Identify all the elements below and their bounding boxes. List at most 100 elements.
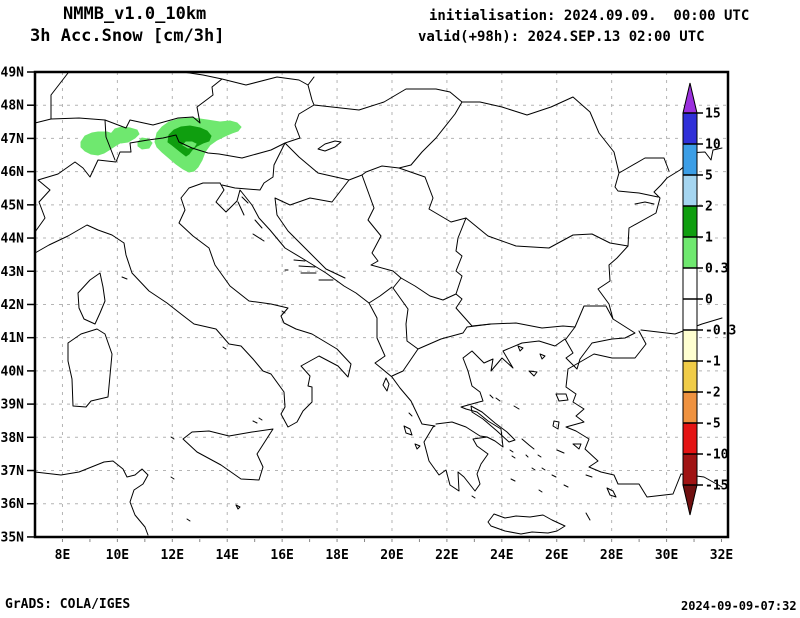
border-france-germany bbox=[50, 72, 69, 120]
lat-tick-label: 36N bbox=[1, 497, 25, 512]
danube-delta bbox=[634, 201, 655, 205]
island bbox=[237, 201, 245, 216]
colorbar-segment bbox=[682, 391, 698, 424]
lat-tick-label: 45N bbox=[1, 198, 25, 213]
lat-tick-label: 43N bbox=[1, 265, 25, 280]
island bbox=[254, 219, 263, 229]
island-limnos bbox=[528, 370, 538, 377]
border-danube-romania-bulgaria bbox=[398, 167, 629, 249]
island bbox=[121, 276, 128, 280]
colorbar-tick-label: -1 bbox=[705, 355, 721, 370]
grid-layer bbox=[35, 72, 728, 537]
lon-tick-label: 12E bbox=[161, 548, 184, 563]
island-samos bbox=[572, 443, 582, 450]
island bbox=[252, 233, 265, 242]
colorbar-tick-label: 10 bbox=[705, 138, 721, 153]
island bbox=[509, 449, 514, 453]
island bbox=[538, 489, 543, 493]
colorbar-tick-label: 0.3 bbox=[705, 262, 728, 277]
island bbox=[531, 467, 536, 471]
island-chios bbox=[552, 420, 560, 430]
island bbox=[170, 476, 175, 480]
border-germany-austria-czech bbox=[104, 76, 315, 129]
lat-tick-label: 48N bbox=[1, 99, 25, 114]
snow-area-1-2 bbox=[167, 125, 212, 157]
island-samothrace bbox=[539, 353, 546, 360]
colorbar-tick-label: -5 bbox=[705, 417, 721, 432]
coastline-north-africa bbox=[34, 460, 149, 536]
island bbox=[281, 310, 286, 314]
colorbar-segment bbox=[682, 267, 698, 300]
island bbox=[170, 436, 175, 440]
border-alps-chain bbox=[34, 134, 286, 233]
coastline-turkey-aegean bbox=[565, 330, 723, 498]
island-lesbos bbox=[555, 393, 569, 402]
island bbox=[222, 346, 227, 350]
island-sardinia bbox=[67, 328, 113, 408]
lon-tick-label: 32E bbox=[710, 548, 733, 563]
island-corsica bbox=[77, 272, 106, 325]
lon-tick-label: 26E bbox=[545, 548, 568, 563]
lon-tick-label: 14E bbox=[215, 548, 238, 563]
border-montenegro-albania bbox=[368, 286, 393, 304]
snow-area-0.3-1 bbox=[109, 126, 140, 144]
island bbox=[551, 474, 557, 478]
lat-tick-label: 42N bbox=[1, 298, 25, 313]
island-crete bbox=[487, 513, 566, 535]
colorbar-tick-label: 1 bbox=[705, 231, 713, 246]
island bbox=[513, 405, 520, 410]
axis-layer: 49N 48N 47N 46N 45N 44N 43N 42N 41N 40N 39N 38N 37N 3… bbox=[1, 66, 734, 564]
border-switzerland-north bbox=[34, 117, 116, 161]
basemap-layer bbox=[34, 71, 723, 536]
lat-tick-label: 44N bbox=[1, 232, 25, 247]
lon-tick-label: 10E bbox=[106, 548, 129, 563]
lat-tick-label: 39N bbox=[1, 398, 25, 413]
lon-tick-label: 28E bbox=[600, 548, 623, 563]
creation-timestamp: 2024-09-09-07:32 bbox=[681, 599, 797, 613]
island-corfu bbox=[382, 377, 390, 392]
colorbar-segment bbox=[682, 112, 698, 145]
border-slovenia-croatia bbox=[221, 142, 286, 191]
colorbar-tick-label: -0.3 bbox=[705, 324, 736, 339]
colorbar-arrow-bottom bbox=[682, 484, 698, 516]
island bbox=[556, 449, 565, 454]
island bbox=[563, 484, 569, 488]
colorbar-segment bbox=[682, 298, 698, 331]
lon-tick-label: 22E bbox=[435, 548, 458, 563]
island bbox=[241, 196, 249, 204]
island bbox=[471, 495, 476, 499]
border-serbia-macedonia bbox=[400, 277, 457, 301]
colorbar-tick-label: 15 bbox=[705, 107, 721, 122]
grads-credit: GrADS: COLA/IGES bbox=[5, 597, 131, 612]
lat-tick-label: 35N bbox=[1, 530, 25, 545]
island bbox=[408, 412, 413, 417]
border-slovakia-ukraine-romania bbox=[313, 88, 659, 198]
island bbox=[537, 454, 542, 458]
lat-tick-label: 47N bbox=[1, 132, 25, 147]
colorbar: 15 10 5 2 1 0.3 0 -0.3 -1 -2 -5 -10 -15 bbox=[682, 82, 736, 516]
island-rhodes bbox=[606, 487, 617, 498]
island bbox=[510, 478, 516, 482]
island-thasos bbox=[517, 345, 524, 352]
colorbar-segment bbox=[682, 174, 698, 207]
island bbox=[186, 518, 191, 522]
lake-balaton bbox=[317, 140, 342, 152]
init-time: initialisation: 2024.09.09. 00:00 UTC bbox=[429, 8, 750, 24]
island-euboea bbox=[470, 405, 516, 443]
island-zakynthos bbox=[414, 443, 421, 450]
map-canvas: 15 10 5 2 1 0.3 0 -0.3 -1 -2 -5 -10 -15 49N 48N 47N 46N… bbox=[1, 66, 737, 564]
lon-tick-label: 30E bbox=[655, 548, 678, 563]
lat-tick-label: 38N bbox=[1, 431, 25, 446]
border-serbia-bulgaria bbox=[455, 217, 492, 327]
coastline-gulf-of-corinth bbox=[435, 421, 488, 438]
variable-name: 3h Acc.Snow [cm/3h] bbox=[30, 26, 225, 46]
model-name: NMMB_v1.0_10km bbox=[63, 4, 207, 24]
colorbar-tick-label: -15 bbox=[705, 479, 728, 494]
colorbar-arrow-top bbox=[682, 82, 698, 114]
colorbar-tick-label: 2 bbox=[705, 200, 713, 215]
border-greece-turkey bbox=[565, 326, 576, 340]
colorbar-tick-label: 0 bbox=[705, 293, 713, 308]
colorbar-tick-label: -2 bbox=[705, 386, 721, 401]
island bbox=[298, 265, 316, 268]
